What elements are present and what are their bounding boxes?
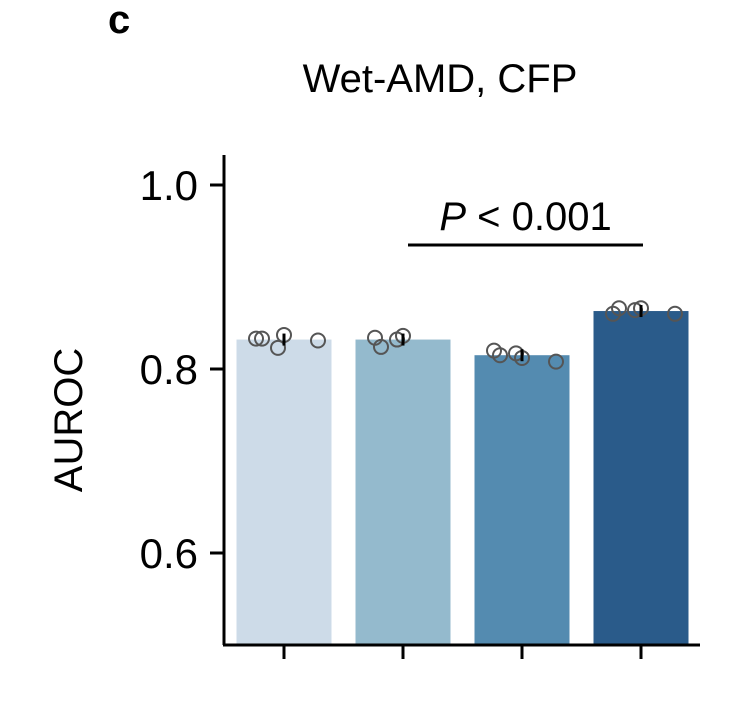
- bar-2: [355, 339, 451, 645]
- bar-3: [474, 355, 570, 645]
- y-tick-label: 0.6: [140, 530, 198, 577]
- data-point: [492, 347, 508, 364]
- data-point: [248, 330, 264, 347]
- bar-1: [236, 339, 332, 645]
- y-tick-label: 1.0: [140, 162, 198, 209]
- data-point: [254, 330, 270, 347]
- p-value: < 0.001: [466, 195, 612, 239]
- data-point: [667, 305, 683, 322]
- y-axis-label: AUROC: [47, 348, 91, 492]
- p-symbol: P: [439, 195, 466, 239]
- y-tick-label: 0.8: [140, 346, 198, 393]
- data-point: [270, 339, 286, 356]
- data-point: [310, 332, 326, 349]
- plot-area: 0.6 0.8 1.0 P < 0.001: [140, 155, 700, 659]
- data-point: [548, 353, 564, 370]
- panel-label: c: [108, 0, 130, 42]
- chart-title: Wet-AMD, CFP: [303, 57, 578, 101]
- bar-4: [593, 311, 689, 645]
- data-point: [611, 300, 627, 317]
- data-point: [373, 338, 389, 355]
- significance-label: P < 0.001: [439, 195, 611, 239]
